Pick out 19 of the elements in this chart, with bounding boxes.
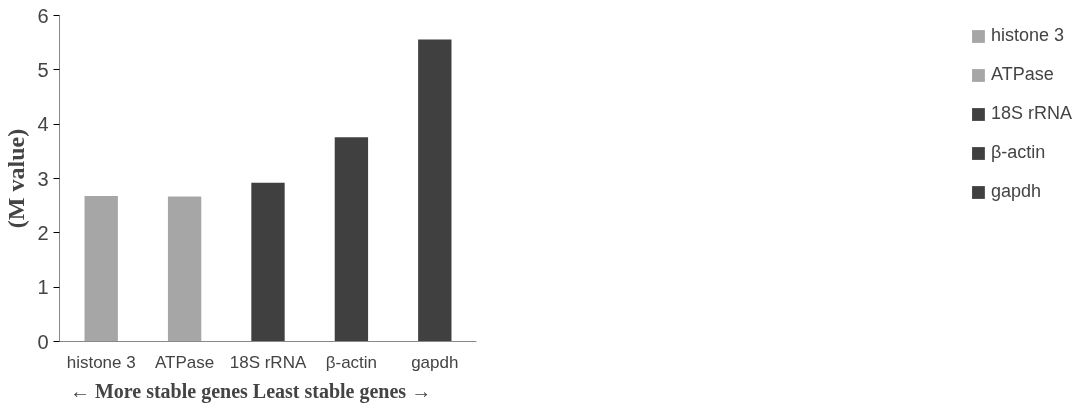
y-tick-label: 6 bbox=[37, 4, 49, 27]
x-tick-label: 18S rRNA bbox=[229, 352, 307, 372]
legend-label: ATPase bbox=[990, 64, 1054, 85]
y-tick-label: 1 bbox=[37, 276, 49, 299]
y-tick-label: 5 bbox=[37, 58, 49, 81]
x-tick-label: ATPase bbox=[155, 352, 215, 372]
legend-label: 18S rRNA bbox=[990, 103, 1072, 124]
x-tick-label: gapdh bbox=[411, 352, 459, 372]
x-axis-title: ← More stable genes Least stable genes → bbox=[69, 379, 432, 403]
legend-label: β-actin bbox=[990, 142, 1046, 163]
y-tick-label: 4 bbox=[37, 113, 49, 136]
y-tick-label: 2 bbox=[37, 221, 49, 244]
y-axis-title: (M value) bbox=[3, 128, 30, 229]
legend-label: histone 3 bbox=[990, 25, 1065, 46]
y-tick-label: 3 bbox=[37, 167, 49, 190]
x-tick-label: β-actin bbox=[325, 352, 378, 372]
legend-label: gapdh bbox=[990, 181, 1042, 202]
y-tick-label: 0 bbox=[37, 330, 49, 353]
x-tick-label: histone 3 bbox=[66, 352, 136, 372]
